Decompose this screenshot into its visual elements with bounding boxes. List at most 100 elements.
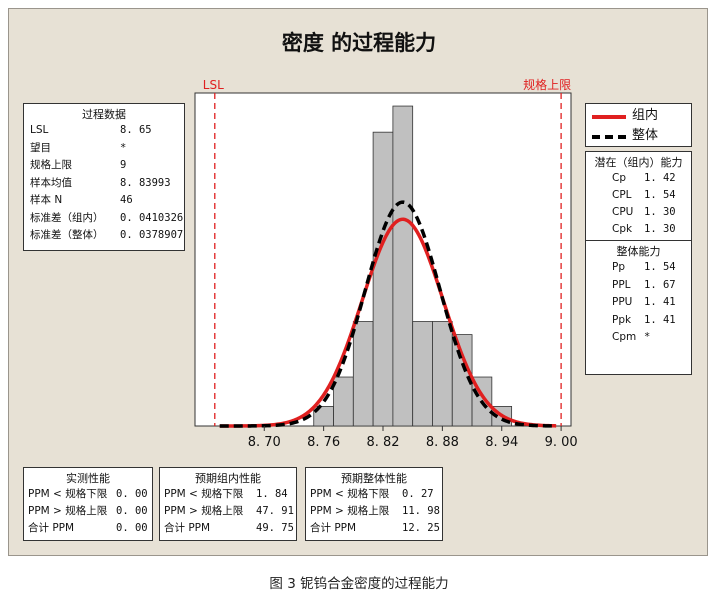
chart-title: 密度 的过程能力 xyxy=(281,31,437,55)
stat-row: 望目 * xyxy=(24,140,184,158)
histogram-bar xyxy=(333,376,354,427)
expected-overall-header: 预期整体性能 xyxy=(341,472,407,485)
stat-label: 标准差（组内） xyxy=(30,211,104,224)
stat-value: 1. 30 xyxy=(644,223,676,235)
legend-within-line xyxy=(592,115,626,119)
stat-value: 0. 00 xyxy=(116,488,148,500)
stat-value: 1. 54 xyxy=(644,261,676,273)
stat-value: 46 xyxy=(120,194,133,206)
stat-label: PPM > 规格上限 xyxy=(310,505,390,517)
observed-performance-panel: 实测性能 PPM < 规格下限 0. 00 PPM > 规格上限 0. 00 合计 PP… xyxy=(23,467,153,541)
expected-within-panel: 预期组内性能 PPM < 规格下限 1. 84 PPM > 规格上限 47. 91 合计… xyxy=(159,467,297,541)
stat-value: 47. 91 xyxy=(256,505,294,517)
stat-row: 样本均值 8. 83993 xyxy=(24,175,184,193)
stat-value: 1. 54 xyxy=(644,189,676,201)
stat-label: Cpk xyxy=(612,223,633,235)
stat-row: 合计 PPM 12. 25 xyxy=(306,520,442,537)
stat-label: 合计 PPM xyxy=(28,522,75,534)
overall-curve xyxy=(219,200,557,428)
histogram-bar xyxy=(432,321,453,427)
stat-row: Cp 1. 42 xyxy=(586,170,691,187)
stat-row: Cpk 1. 30 xyxy=(586,221,691,238)
stat-row: 样本 N 46 xyxy=(24,192,184,210)
stat-label: Cpm xyxy=(612,331,637,343)
stat-label: Pp xyxy=(612,261,625,273)
potential-capability-header: 潜在（组内）能力 xyxy=(594,156,683,169)
stat-value: 1. 42 xyxy=(644,172,676,184)
stat-row: PPM > 规格上限 0. 00 xyxy=(24,503,152,520)
process-data-header: 过程数据 xyxy=(82,108,126,121)
stat-value: 11. 98 xyxy=(402,505,440,517)
chart-frame: 密度 的过程能力 LSL 规格上限 8. 70 8. 76 8. 82 8. 88 8. 9… xyxy=(8,8,708,556)
stat-row: PPM < 规格下限 0. 27 xyxy=(306,486,442,503)
stat-label: 样本均值 xyxy=(30,176,72,189)
stat-row: PPM < 规格下限 1. 84 xyxy=(160,486,296,503)
stat-label: PPL xyxy=(612,278,631,291)
legend-overall-label: 整体 xyxy=(632,128,659,143)
stat-value: 9 xyxy=(120,159,127,171)
stat-row: CPL 1. 54 xyxy=(586,187,691,204)
stat-label: 合计 PPM xyxy=(164,522,211,534)
stat-label: PPM < 规格下限 xyxy=(28,488,108,500)
stat-label: 合计 PPM xyxy=(310,522,357,534)
x-tick-label: 8. 76 xyxy=(307,435,340,450)
stat-label: CPL xyxy=(612,189,632,201)
stat-label: Ppk xyxy=(612,313,632,326)
x-tick-label: 8. 94 xyxy=(485,435,518,450)
stat-label: PPM > 规格上限 xyxy=(164,505,244,517)
stat-label: 望目 xyxy=(30,141,51,154)
overall-capability-header: 整体能力 xyxy=(616,245,661,258)
capability-panel: 潜在（组内）能力 Cp 1. 42 CPL 1. 54 CPU 1. 30 Cpk 1. 30… xyxy=(585,151,692,375)
stat-value: 8. 65 xyxy=(120,124,152,136)
stat-value: 0. 00 xyxy=(116,522,148,534)
observed-performance-header: 实测性能 xyxy=(66,472,110,485)
legend-overall-line xyxy=(592,135,626,139)
expected-overall-panel: 预期整体性能 PPM < 规格下限 0. 27 PPM > 规格上限 11. 98 合计… xyxy=(305,467,443,541)
stat-label: 规格上限 xyxy=(30,159,72,171)
histogram-bar xyxy=(412,321,433,427)
stat-value: 1. 41 xyxy=(644,296,676,308)
spec-limit-label: 规格上限 xyxy=(523,77,571,92)
histogram-bar xyxy=(372,131,394,427)
figure-caption: 图 3 铌钨合金密度的过程能力 xyxy=(269,576,449,592)
stat-value: 0. 0410326 xyxy=(120,211,184,224)
stat-value: 12. 25 xyxy=(402,522,440,534)
x-tick-label: 8. 82 xyxy=(366,435,399,450)
histogram-plot: LSL 规格上限 8. 70 8. 76 8. 82 8. 88 8. 94 9. 00 xyxy=(194,77,578,450)
stat-row: PPL 1. 67 xyxy=(586,277,691,295)
legend: 组内 整体 xyxy=(585,103,692,147)
stat-value: 0. 0378907 xyxy=(120,229,184,241)
stat-row: LSL 8. 65 xyxy=(24,122,184,140)
stat-value: * xyxy=(120,141,127,154)
stat-label: CPU xyxy=(612,206,634,218)
stat-label: PPM < 规格下限 xyxy=(164,488,244,500)
stat-value: 1. 67 xyxy=(644,278,676,291)
histogram-bar xyxy=(392,105,414,427)
stat-row: Ppk 1. 41 xyxy=(586,312,691,330)
stat-row: Cpm * xyxy=(586,329,691,347)
stat-row: Pp 1. 54 xyxy=(586,259,691,277)
stat-label: PPM > 规格上限 xyxy=(28,505,108,517)
stat-value: 1. 41 xyxy=(644,313,676,326)
expected-within-header: 预期组内性能 xyxy=(195,472,261,485)
stat-row: 规格上限 9 xyxy=(24,157,184,175)
stat-label: 样本 N xyxy=(30,194,63,206)
capability-divider xyxy=(586,240,691,241)
x-tick-label: 9. 00 xyxy=(545,435,578,450)
stat-label: Cp xyxy=(612,172,626,184)
stat-row: PPM > 规格上限 11. 98 xyxy=(306,503,442,520)
stat-value: 1. 30 xyxy=(644,206,676,218)
stat-row: 标准差（整体） 0. 0378907 xyxy=(24,227,184,245)
stat-row: PPM < 规格下限 0. 00 xyxy=(24,486,152,503)
histogram-bar xyxy=(352,321,374,427)
x-tick-label: 8. 70 xyxy=(248,435,281,450)
stat-label: PPU xyxy=(612,296,633,308)
stat-value: 8. 83993 xyxy=(120,176,171,189)
stat-value: 0. 27 xyxy=(402,488,434,500)
stat-value: 1. 84 xyxy=(256,488,288,500)
stat-row: 标准差（组内） 0. 0410326 xyxy=(24,210,184,228)
stat-value: 49. 75 xyxy=(256,522,294,534)
legend-within-label: 组内 xyxy=(632,108,659,123)
stat-value: * xyxy=(644,331,651,343)
process-data-panel: 过程数据 LSL 8. 65 望目 * 规格上限 9 样本均值 8. 83993 样本 N 46 标… xyxy=(23,103,185,251)
